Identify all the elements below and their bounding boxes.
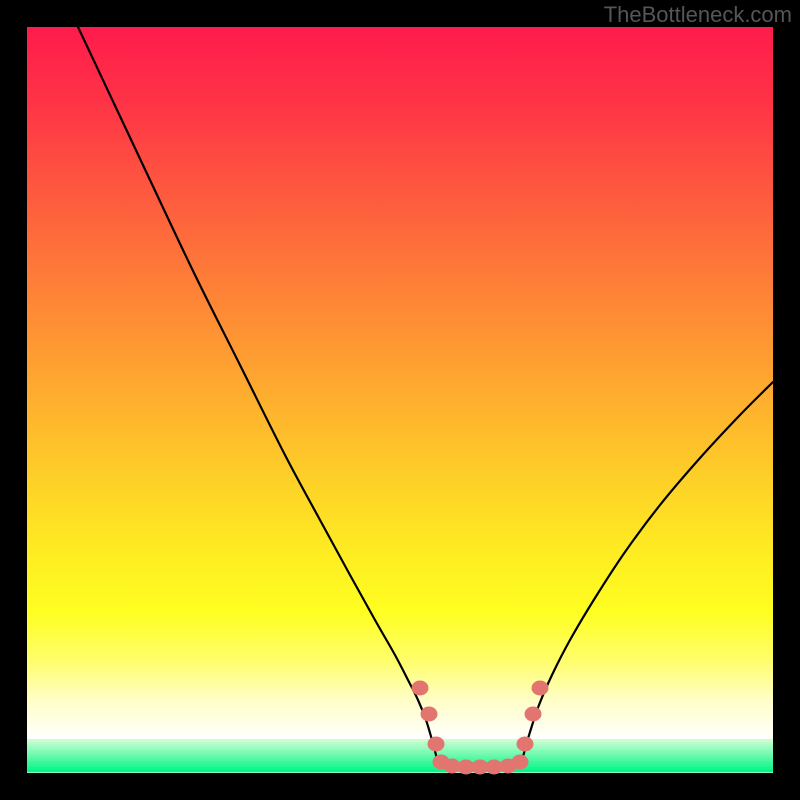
bottleneck-chart: TheBottleneck.com (0, 0, 800, 800)
watermark-text: TheBottleneck.com (604, 2, 792, 27)
plot-background (27, 27, 773, 773)
green-bands (27, 739, 773, 773)
